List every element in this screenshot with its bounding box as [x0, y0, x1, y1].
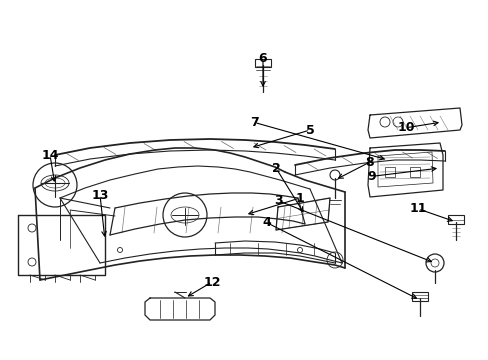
Text: 5: 5 [305, 123, 314, 136]
Text: 14: 14 [41, 149, 59, 162]
Text: 11: 11 [408, 202, 426, 215]
Text: 2: 2 [271, 162, 280, 175]
Text: 4: 4 [262, 216, 270, 229]
Text: 12: 12 [203, 275, 220, 288]
Text: 9: 9 [366, 170, 375, 183]
Text: 10: 10 [396, 121, 414, 134]
Text: 7: 7 [249, 116, 258, 129]
Text: 8: 8 [365, 156, 373, 168]
Text: 3: 3 [274, 194, 283, 207]
Text: 6: 6 [258, 51, 267, 64]
Text: 1: 1 [295, 192, 304, 204]
Text: 13: 13 [91, 189, 108, 202]
